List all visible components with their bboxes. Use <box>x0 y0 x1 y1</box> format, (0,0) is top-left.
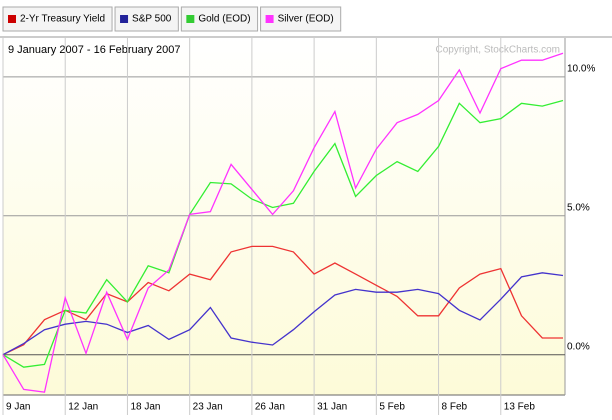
legend-label: S&P 500 <box>132 14 172 25</box>
y-tick-label: 10.0% <box>567 64 595 75</box>
legend-swatch <box>265 15 274 23</box>
x-axis-band <box>0 395 612 420</box>
legend-swatch <box>120 15 129 23</box>
legend-item <box>180 6 259 32</box>
x-tick-label: 12 Jan <box>68 402 98 413</box>
x-tick-label: 9 Jan <box>6 402 30 413</box>
copyright: Copyright, StockCharts.com <box>436 45 561 56</box>
legend-label: Gold (EOD) <box>198 14 250 25</box>
x-tick-label: 18 Jan <box>130 402 160 413</box>
series-line <box>2 245 563 356</box>
x-tick-label: 26 Jan <box>255 402 285 413</box>
x-tick-label: 13 Feb <box>504 402 536 413</box>
x-tick-label: 31 Jan <box>317 402 347 413</box>
x-tick-label: 5 Feb <box>379 402 405 413</box>
legend-swatch <box>8 15 16 23</box>
legend-label: 2-Yr Treasury Yield <box>20 14 105 25</box>
x-tick-label: 23 Jan <box>193 402 223 413</box>
legend-item <box>260 6 342 32</box>
legend-swatch <box>186 15 195 23</box>
y-tick-label: 5.0% <box>567 202 590 213</box>
date-range: 9 January 2007 - 16 February 2007 <box>8 44 180 56</box>
y-tick-label: 0.0% <box>567 341 590 352</box>
legend-item <box>2 6 113 32</box>
series-line <box>2 52 564 393</box>
x-tick-label: 8 Feb <box>442 402 468 413</box>
legend-label: Silver (EOD) <box>278 14 334 25</box>
series-line <box>2 99 564 368</box>
plot-area <box>3 38 565 395</box>
